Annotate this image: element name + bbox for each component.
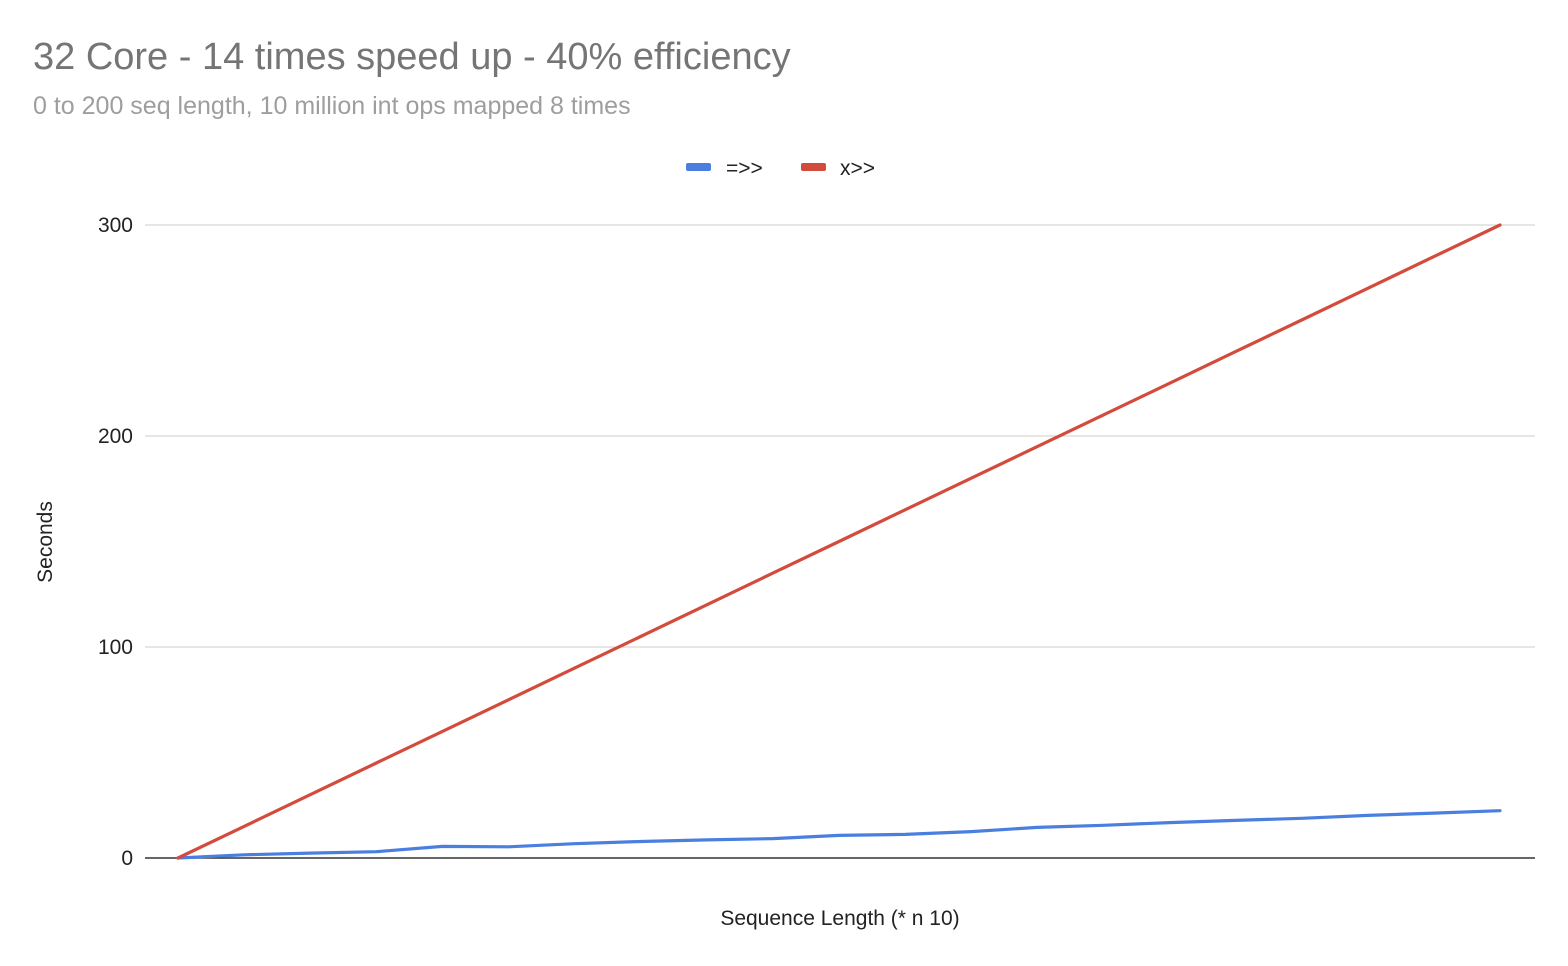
y-axis-title: Seconds xyxy=(34,501,57,583)
y-tick-label: 100 xyxy=(98,636,133,659)
series-lines xyxy=(176,223,1502,860)
legend-swatch-2 xyxy=(801,163,826,171)
legend: =>> x>> xyxy=(686,157,875,180)
series-line-2 xyxy=(176,223,1502,860)
y-tick-label: 300 xyxy=(98,214,133,237)
chart-title: 32 Core - 14 times speed up - 40% effici… xyxy=(33,36,791,78)
x-axis-title: Sequence Length (* n 10) xyxy=(720,907,959,930)
legend-swatch-1 xyxy=(686,163,711,171)
series-line-1 xyxy=(176,809,1502,860)
legend-label-1: =>> xyxy=(726,157,763,180)
legend-label-2: x>> xyxy=(840,157,875,180)
chart-subtitle: 0 to 200 seq length, 10 million int ops … xyxy=(33,92,631,120)
y-tick-label: 0 xyxy=(121,847,133,870)
grid-lines xyxy=(145,224,1535,859)
y-tick-label: 200 xyxy=(98,425,133,448)
y-axis-ticks: 0 100 200 300 xyxy=(98,214,133,870)
